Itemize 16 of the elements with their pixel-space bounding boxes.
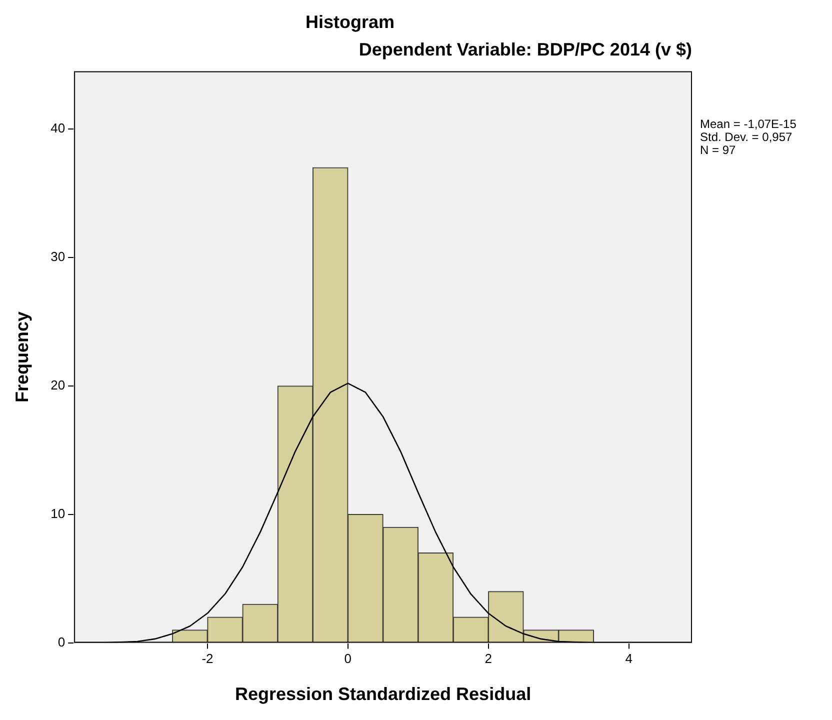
- x-tick-label: 0: [344, 651, 352, 666]
- x-tick-label: 4: [625, 651, 632, 666]
- text: Mean = -1,07E-15: [700, 117, 796, 131]
- y-tick-label: 10: [50, 506, 66, 521]
- text: Std. Dev. = 0,957: [700, 130, 794, 144]
- x-tick-label: -2: [202, 651, 214, 666]
- x-axis-title: Regression Standardized Residual: [234, 684, 532, 704]
- y-tick-label: 0: [58, 634, 66, 650]
- y-axis-title: Frequency: [12, 311, 32, 403]
- y-tick-label: 40: [50, 120, 66, 136]
- text: N = 97: [700, 143, 737, 157]
- chart-subtitle: Dependent Variable: BDP/PC 2014 (v $): [358, 39, 692, 60]
- x-tick-label: 2: [484, 651, 492, 666]
- y-tick-label: 30: [50, 249, 66, 264]
- chart-title: Histogram: [305, 12, 395, 32]
- y-tick-label: 20: [50, 377, 66, 392]
